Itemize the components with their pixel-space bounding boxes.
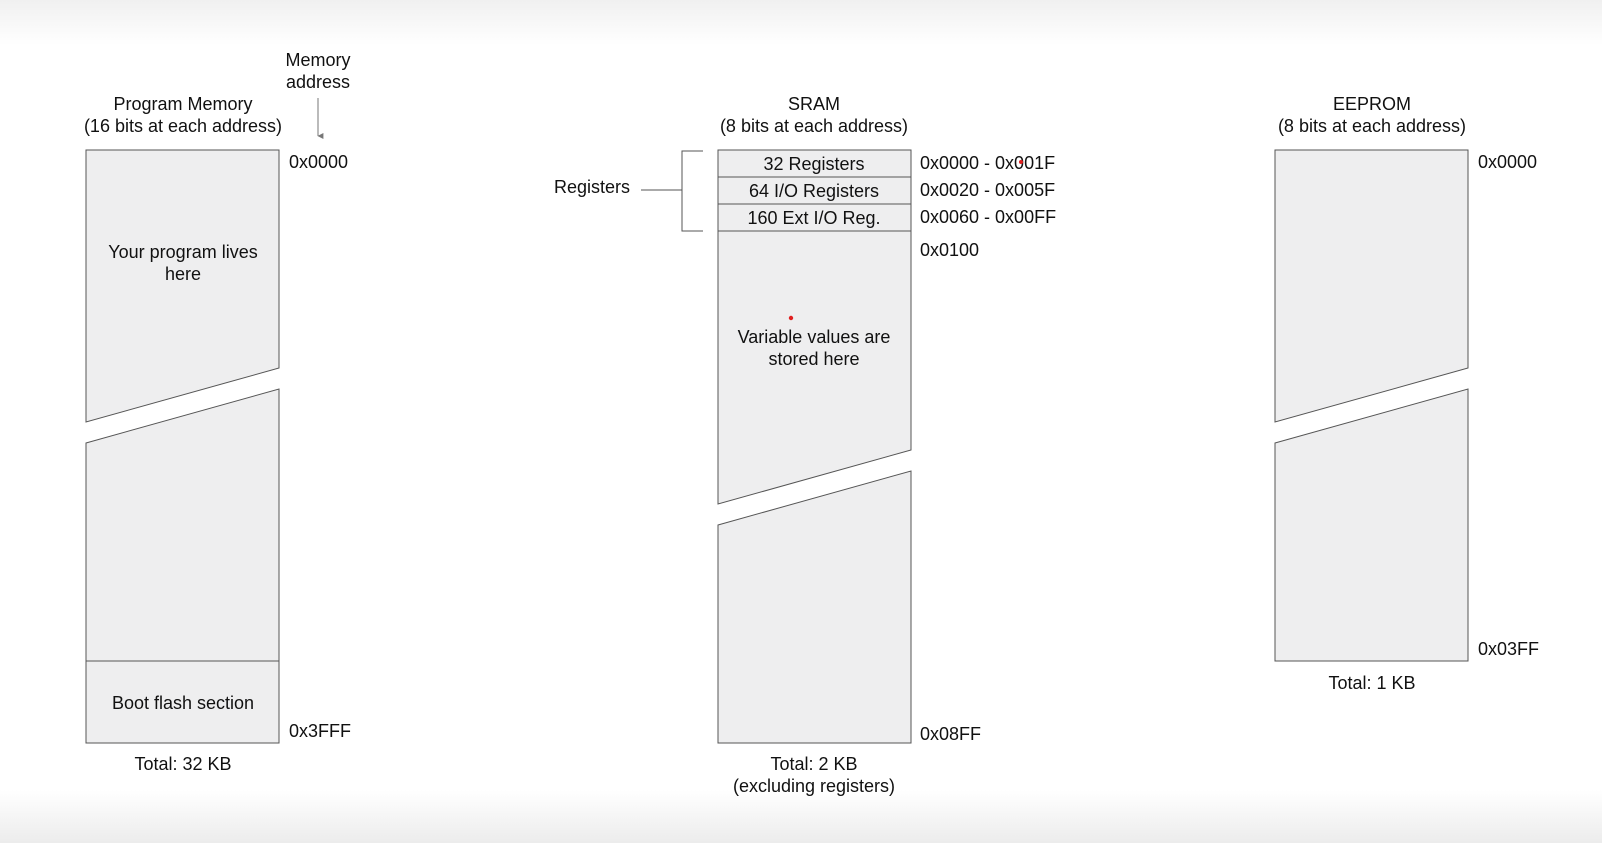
eeprom-block-top bbox=[1274, 149, 1469, 423]
memory-address-label: Memory bbox=[285, 50, 350, 70]
register-row-range: 0x0020 - 0x005F bbox=[920, 180, 1055, 200]
eeprom-subtitle: (8 bits at each address) bbox=[1278, 116, 1466, 136]
program-body-label: Your program lives bbox=[108, 242, 257, 262]
program-addr-end: 0x3FFF bbox=[289, 721, 351, 741]
program-memory-subtitle: (16 bits at each address) bbox=[84, 116, 282, 136]
sram-title: SRAM bbox=[788, 94, 840, 114]
eeprom-title: EEPROM bbox=[1333, 94, 1411, 114]
register-row-label: 160 Ext I/O Reg. bbox=[747, 208, 880, 228]
register-row-label: 64 I/O Registers bbox=[749, 181, 879, 201]
sram-section: SRAM (8 bits at each address) Registers … bbox=[554, 94, 1056, 796]
registers-bracket bbox=[681, 150, 703, 232]
sram-total-note: (excluding registers) bbox=[733, 776, 895, 796]
register-row-label: 32 Registers bbox=[763, 154, 864, 174]
program-memory-section: Program Memory (16 bits at each address)… bbox=[84, 50, 351, 774]
register-row bbox=[717, 149, 912, 178]
register-row-range: 0x0060 - 0x00FF bbox=[920, 207, 1056, 227]
memory-address-label-2: address bbox=[286, 72, 350, 92]
eeprom-block-bottom bbox=[1274, 388, 1469, 662]
program-memory-total: Total: 32 KB bbox=[134, 754, 231, 774]
eeprom-addr-end: 0x03FF bbox=[1478, 639, 1539, 659]
program-memory-block-bottom bbox=[85, 388, 280, 744]
sram-addr-end: 0x08FF bbox=[920, 724, 981, 744]
eeprom-total: Total: 1 KB bbox=[1328, 673, 1415, 693]
red-marker-dot bbox=[1019, 160, 1023, 164]
sram-body-label: Variable values are bbox=[738, 327, 891, 347]
sram-addr-start: 0x0100 bbox=[920, 240, 979, 260]
program-memory-block-top bbox=[85, 149, 280, 423]
program-addr-start: 0x0000 bbox=[289, 152, 348, 172]
program-body-label-2: here bbox=[165, 264, 201, 284]
register-row-range: 0x0000 - 0x001F bbox=[920, 153, 1055, 173]
register-row bbox=[717, 203, 912, 232]
eeprom-section: EEPROM (8 bits at each address) 0x0000 0… bbox=[1274, 94, 1539, 693]
sram-total: Total: 2 KB bbox=[770, 754, 857, 774]
register-row bbox=[717, 176, 912, 205]
boot-flash-section-label: Boot flash section bbox=[112, 693, 254, 713]
eeprom-addr-start: 0x0000 bbox=[1478, 152, 1537, 172]
registers-label: Registers bbox=[554, 177, 630, 197]
sram-block-bottom bbox=[717, 470, 912, 744]
sram-block-top bbox=[717, 230, 912, 505]
red-marker-dot bbox=[788, 315, 794, 321]
sram-body-label-2: stored here bbox=[768, 349, 859, 369]
sram-subtitle: (8 bits at each address) bbox=[720, 116, 908, 136]
program-memory-title: Program Memory bbox=[113, 94, 252, 114]
